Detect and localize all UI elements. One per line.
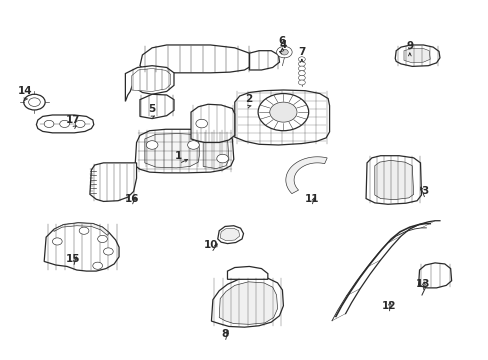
Polygon shape [394,45,439,66]
Text: 16: 16 [124,194,139,203]
Polygon shape [90,163,136,202]
Circle shape [276,46,291,58]
Circle shape [298,57,305,62]
Text: 10: 10 [204,240,218,250]
Text: 14: 14 [18,86,32,96]
Polygon shape [366,156,421,204]
Circle shape [79,227,89,234]
Circle shape [298,75,305,80]
Circle shape [103,248,113,255]
Circle shape [196,119,207,128]
Polygon shape [44,223,119,271]
Circle shape [258,94,308,131]
Polygon shape [374,160,413,200]
Circle shape [93,262,102,269]
Circle shape [298,80,305,85]
Circle shape [187,141,199,149]
Circle shape [298,71,305,76]
Circle shape [24,94,45,110]
Polygon shape [219,282,277,324]
Text: 3: 3 [421,186,428,197]
Polygon shape [249,51,279,70]
Polygon shape [227,266,267,279]
Circle shape [52,238,62,245]
Circle shape [98,235,107,243]
Polygon shape [191,104,234,143]
Text: 11: 11 [304,194,318,203]
Circle shape [269,102,296,122]
Polygon shape [140,94,174,118]
Text: 5: 5 [148,104,155,114]
Polygon shape [131,68,170,91]
Circle shape [280,49,287,55]
Circle shape [216,154,228,163]
Text: 9: 9 [406,41,412,51]
Text: 2: 2 [244,94,251,104]
Text: 6: 6 [278,36,285,46]
Circle shape [146,141,158,149]
Polygon shape [144,134,200,168]
Circle shape [298,66,305,71]
Text: 17: 17 [66,115,81,125]
Circle shape [75,120,85,127]
Polygon shape [418,263,451,288]
Polygon shape [125,66,174,102]
Polygon shape [36,115,94,133]
Polygon shape [285,157,326,194]
Polygon shape [203,132,228,168]
Polygon shape [54,223,109,235]
Polygon shape [140,45,254,73]
Circle shape [29,98,40,107]
Text: 12: 12 [381,301,396,311]
Polygon shape [234,90,329,145]
Text: 1: 1 [175,151,182,161]
Polygon shape [135,129,233,173]
Text: 7: 7 [298,47,305,57]
Polygon shape [220,228,239,241]
Polygon shape [403,49,429,63]
Polygon shape [217,226,243,244]
Text: 4: 4 [279,40,286,50]
Polygon shape [211,277,283,327]
Text: 8: 8 [221,329,228,339]
Circle shape [44,120,54,127]
Text: 15: 15 [66,254,81,264]
Circle shape [60,120,69,127]
Text: 13: 13 [415,279,430,289]
Circle shape [298,62,305,66]
